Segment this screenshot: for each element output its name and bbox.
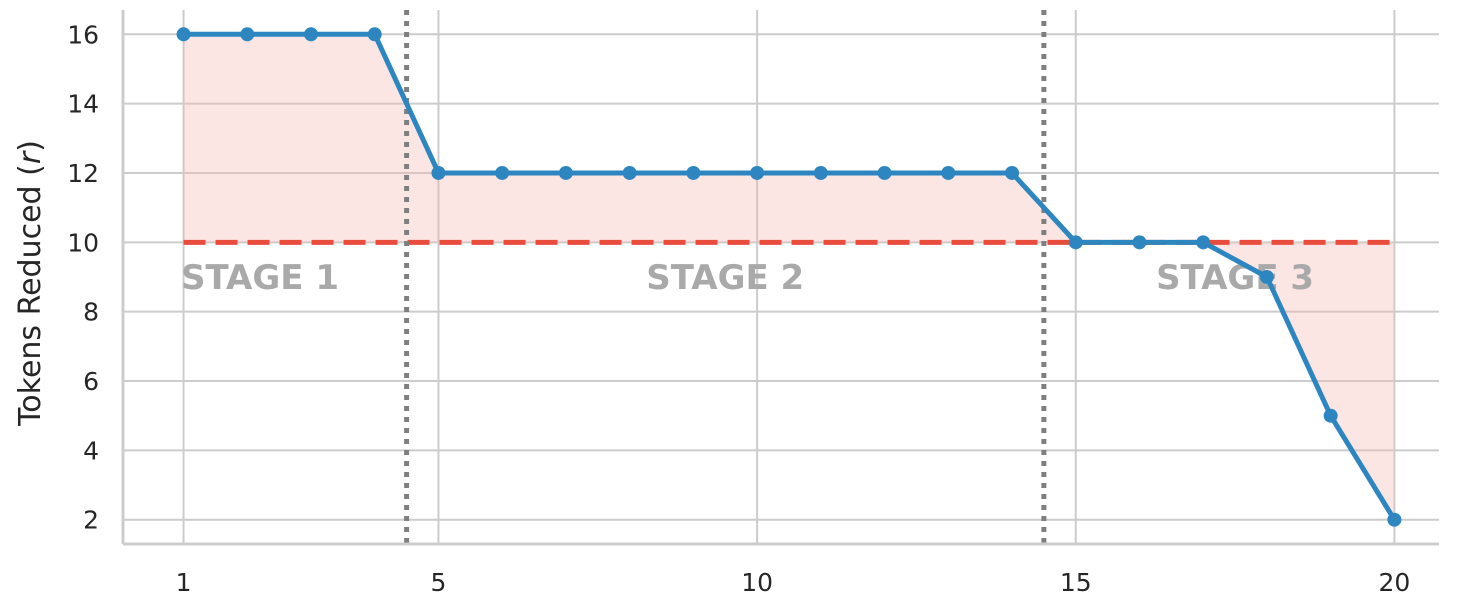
data-point-9	[686, 165, 701, 180]
y-tick-label-6: 6	[83, 367, 99, 396]
y-tick-label-8: 8	[83, 298, 99, 327]
stage-labels: STAGE 1 STAGE 2 STAGE 3	[181, 258, 1314, 298]
data-point-3	[304, 27, 318, 42]
data-point-19	[1323, 408, 1338, 423]
data-point-7	[558, 165, 573, 180]
y-tick-label-14: 14	[67, 90, 99, 119]
data-series	[176, 27, 1402, 527]
x-tick-label-10: 10	[741, 568, 773, 597]
y-tick-label-16: 16	[67, 20, 99, 49]
fill-region	[183, 34, 1395, 520]
axes	[121, 10, 1439, 546]
data-point-20	[1387, 512, 1402, 527]
stage-label-2: STAGE 2	[646, 258, 804, 298]
stage-label-3: STAGE 3	[1156, 258, 1314, 298]
data-point-18	[1259, 270, 1274, 284]
data-point-10	[750, 165, 765, 180]
y-tick-label-4: 4	[83, 436, 99, 465]
y-axis-label: Tokens Reduced (r)	[13, 140, 48, 427]
y-axis-label-text: Tokens Reduced (	[13, 164, 48, 427]
y-axis-label-var: r	[13, 150, 48, 164]
y-tick-label-10: 10	[67, 228, 99, 257]
data-point-17	[1196, 235, 1211, 250]
data-point-2	[240, 27, 255, 42]
fill-area	[183, 34, 1395, 520]
x-tick-label-1: 1	[176, 568, 192, 597]
stage-label-1: STAGE 1	[181, 258, 339, 298]
x-tick-label-5: 5	[431, 568, 447, 597]
data-point-4	[367, 27, 382, 42]
data-point-5	[431, 165, 446, 180]
data-point-1	[176, 27, 191, 42]
series-line	[183, 31, 1397, 522]
data-point-8	[622, 165, 637, 180]
y-axis-label-close: )	[13, 140, 48, 152]
data-point-15	[1068, 235, 1083, 250]
data-point-14	[1005, 165, 1020, 180]
y-tick-label-2: 2	[83, 506, 99, 535]
x-tick-label-15: 15	[1060, 568, 1092, 597]
data-point-13	[941, 165, 956, 180]
x-tick-label-20: 20	[1378, 568, 1410, 597]
y-tick-label-12: 12	[67, 159, 99, 188]
data-point-16	[1132, 235, 1147, 250]
data-point-12	[877, 165, 892, 180]
data-point-11	[813, 165, 828, 180]
data-point-6	[495, 165, 510, 180]
